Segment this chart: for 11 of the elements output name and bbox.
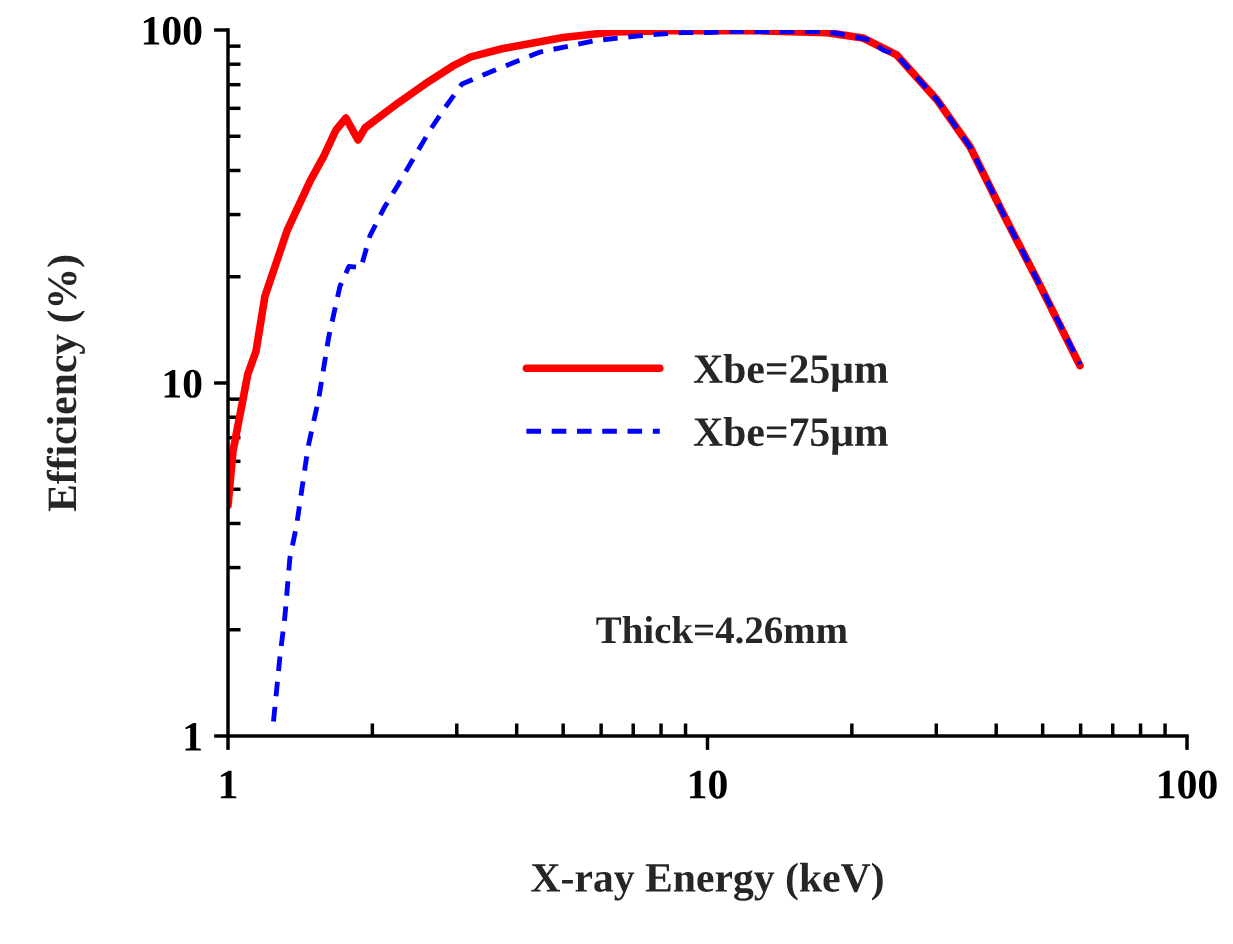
y-tick-label: 10: [164, 369, 202, 398]
x-tick-label: 10: [690, 770, 727, 799]
x-tick-label: 100: [1159, 770, 1217, 799]
annotation: Thick=4.26mm: [596, 616, 848, 644]
y-tick-label: 100: [143, 16, 202, 45]
x-tick-label: 1: [220, 770, 237, 799]
x-axis-title: X-ray Energy (keV): [531, 862, 883, 901]
y-tick-label: 1: [185, 722, 201, 751]
legend-label: Xbe=75μm: [693, 416, 888, 455]
y-axis-title: Efficiency (%): [46, 255, 85, 512]
legend-label: Xbe=25μm: [693, 353, 888, 392]
